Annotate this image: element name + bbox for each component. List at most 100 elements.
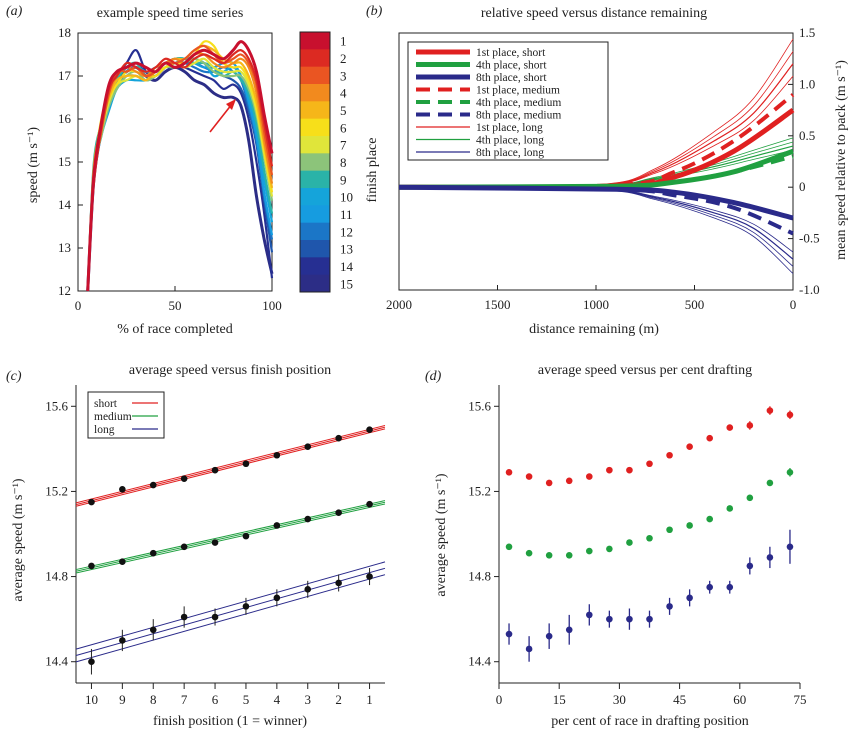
panel-c: (c) average speed versus finish position 1…	[6, 363, 386, 729]
data-point	[242, 603, 250, 610]
colorbar-swatch	[300, 49, 330, 68]
y-axis-label: average speed (m s⁻¹)	[434, 473, 449, 596]
x-tick-label: 0	[790, 297, 797, 312]
legend-entry: 8th place, medium	[476, 110, 561, 122]
legend-entry: long	[94, 424, 115, 436]
data-point	[242, 532, 250, 540]
data-point	[525, 549, 533, 557]
fit-line	[75, 500, 386, 571]
x-tick-label: 2000	[386, 297, 412, 312]
data-point	[586, 611, 593, 619]
x-tick-label: 1500	[485, 297, 511, 312]
data-point	[211, 539, 219, 546]
data-point	[88, 498, 95, 506]
x-tick-label: 0	[75, 298, 82, 313]
x-axis-label: distance remaining (m)	[529, 322, 659, 337]
x-tick-label: 6	[212, 692, 219, 707]
data-point	[646, 534, 653, 542]
data-point	[211, 613, 219, 621]
data-point	[686, 443, 693, 451]
fit-line	[75, 428, 386, 507]
fit-line	[75, 426, 386, 506]
y-tick-label: 0	[799, 179, 806, 194]
data-point	[666, 451, 673, 459]
data-point	[366, 500, 373, 508]
data-point	[88, 658, 95, 666]
colorbar-label: 8	[340, 155, 347, 170]
x-tick-label: 8	[150, 692, 157, 707]
series-line-band	[398, 186, 794, 267]
y-tick-label: 14	[58, 197, 72, 212]
data-point	[366, 573, 373, 580]
colorbar-swatch	[300, 274, 330, 293]
colorbar-swatch	[300, 188, 330, 206]
data-point	[766, 407, 774, 414]
chart-title: average speed versus finish position	[129, 363, 331, 378]
data-point	[180, 475, 188, 482]
y-tick-label: 1.5	[799, 25, 815, 40]
y-tick-label: 15.6	[45, 398, 68, 413]
colorbar-swatch	[300, 153, 330, 172]
x-tick-label: 60	[733, 692, 746, 707]
data-point	[746, 422, 754, 429]
series-line	[398, 185, 794, 236]
data-point	[545, 551, 553, 559]
fit-line	[75, 503, 386, 574]
y-tick-label: 17	[58, 68, 72, 83]
y-tick-label: 14.4	[45, 654, 68, 669]
data-point	[565, 477, 573, 485]
data-point	[646, 615, 653, 623]
y-axis-label-left: finish place	[365, 138, 380, 203]
data-point	[304, 443, 312, 451]
x-tick-label: 5	[243, 692, 250, 707]
data-point	[149, 549, 157, 557]
data-point	[149, 626, 157, 634]
colorbar-label: 3	[340, 68, 347, 83]
data-point	[565, 626, 573, 634]
data-point	[88, 562, 95, 570]
data-point	[666, 526, 673, 534]
y-tick-label: 15.2	[468, 483, 491, 498]
fit-line	[75, 567, 386, 656]
data-point	[149, 481, 157, 489]
x-tick-label: 0	[496, 692, 503, 707]
data-point	[505, 468, 513, 476]
colorbar-swatch	[300, 84, 330, 102]
x-tick-label: 9	[119, 692, 126, 707]
legend-entry: short	[94, 398, 118, 410]
legend-box	[87, 391, 165, 439]
panel-d: (d) average speed versus per cent draftin…	[425, 363, 807, 729]
colorbar-label: 1	[340, 34, 347, 49]
legend-entry: medium	[94, 411, 132, 423]
series-line	[398, 186, 794, 260]
data-point	[180, 543, 188, 551]
data-point	[706, 583, 713, 591]
data-point	[626, 466, 633, 474]
legend-entry: 1st place, short	[476, 47, 546, 59]
panel-label: (d)	[425, 369, 442, 384]
panel-label: (a)	[6, 4, 23, 19]
data-point	[565, 551, 573, 559]
fit-line	[75, 574, 386, 663]
colorbar-label: 6	[340, 120, 347, 135]
y-tick-label: -0.5	[799, 231, 820, 246]
data-point	[766, 554, 774, 561]
fit-line	[75, 501, 386, 572]
data-point	[746, 494, 754, 502]
data-point	[726, 583, 734, 591]
colorbar-label: 4	[340, 86, 347, 101]
colorbar-label: 7	[340, 138, 347, 153]
legend-entry: 4th place, short	[476, 60, 547, 72]
colorbar-label: 14	[340, 259, 354, 274]
data-point	[273, 522, 281, 529]
data-point	[335, 434, 342, 442]
legend-entry: 8th place, long	[476, 147, 544, 159]
y-tick-label: 14.4	[468, 654, 491, 669]
annotation-arrow-head	[226, 99, 236, 110]
fit-line	[75, 561, 386, 650]
y-tick-label: 13	[58, 240, 71, 255]
colorbar-swatch	[300, 101, 330, 120]
legend-entry: 1st place, medium	[476, 85, 560, 97]
data-point	[211, 466, 219, 474]
